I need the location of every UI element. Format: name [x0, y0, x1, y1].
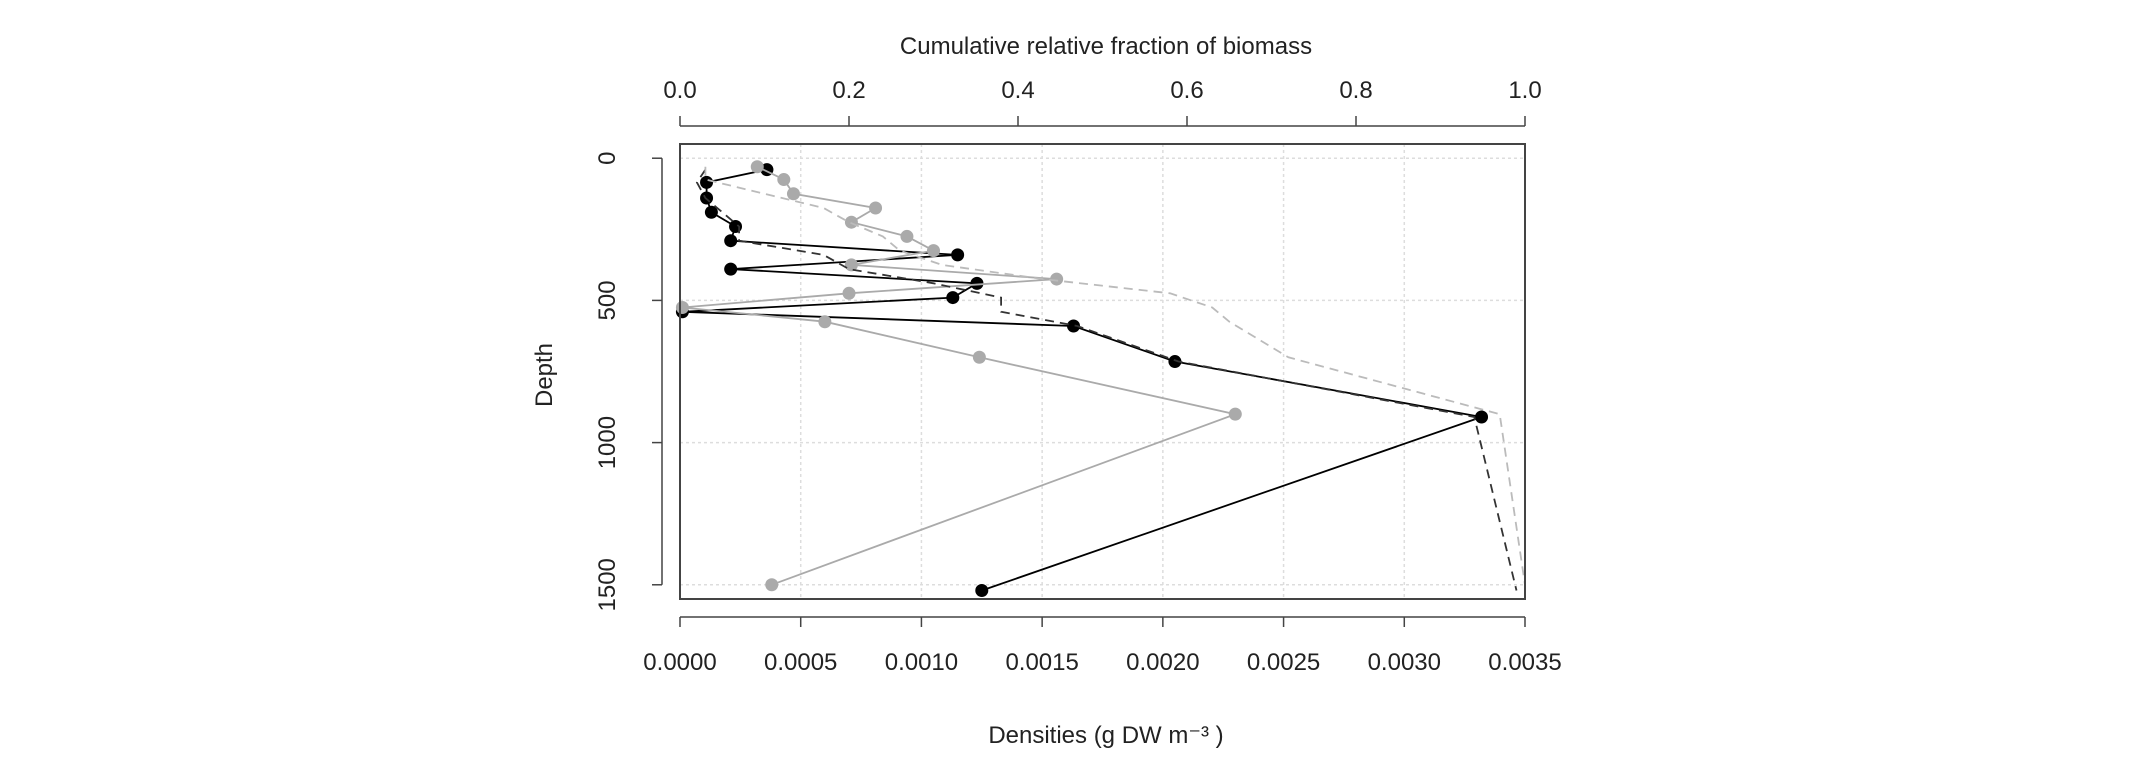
series-1-point [724, 262, 738, 276]
left-tick-label: 1500 [594, 558, 621, 611]
series-2-point [900, 229, 914, 243]
top-tick-label: 0.6 [1170, 77, 1203, 104]
y-axis-title: Depth [531, 343, 558, 407]
series-2-point [927, 244, 940, 258]
series-1-point [700, 175, 714, 189]
series-1-point [729, 219, 743, 233]
series-layer [675, 160, 1526, 597]
bottom-tick-label: 0.0015 [1005, 649, 1078, 676]
series-2-point [818, 315, 832, 329]
series-1-point [1475, 410, 1489, 424]
top-tick-label: 0.4 [1001, 77, 1034, 104]
series-2-point [1050, 272, 1064, 286]
series-1-point [946, 291, 960, 305]
series-1-point [975, 583, 989, 597]
series-2-point [765, 578, 779, 592]
bottom-tick-label: 0.0020 [1126, 649, 1199, 676]
series-2-point [972, 350, 986, 364]
bottom-tick-label: 0.0025 [1247, 649, 1320, 676]
top-tick-label: 1.0 [1508, 77, 1541, 104]
bottom-tick-label: 0.0005 [764, 649, 837, 676]
series-line-4 [704, 166, 1526, 585]
left-tick-label: 0 [594, 152, 621, 165]
x-axis-title: Densities (g DW m⁻³ ) [988, 722, 1223, 749]
series-2-point [786, 187, 800, 201]
left-tick-label: 500 [594, 280, 621, 320]
series-2-point [842, 286, 856, 300]
series-1-point [970, 276, 984, 290]
top-tick-label: 0.8 [1339, 77, 1372, 104]
series-1-point [704, 205, 718, 219]
series-2-point [675, 301, 689, 315]
series-1-point [1168, 355, 1182, 369]
series-1-point [724, 234, 738, 248]
top-tick-label: 0.2 [832, 77, 865, 104]
bottom-tick-label: 0.0030 [1368, 649, 1441, 676]
series-2-point [844, 215, 858, 229]
plot-frame [679, 143, 1526, 600]
bottom-tick-label: 0.0035 [1488, 649, 1561, 676]
series-2-point [869, 201, 883, 215]
bottom-tick-label: 0.0010 [885, 649, 958, 676]
bottom-tick-label: 0.0000 [643, 649, 716, 676]
series-2-point [777, 173, 791, 187]
top-axis-title: Cumulative relative fraction of biomass [900, 33, 1312, 60]
series-1-point [951, 248, 965, 262]
left-tick-label: 1000 [594, 416, 621, 469]
axes: 0.0000 0.0005 0.0010 0.0015 0.0020 0.0025 0.00… [594, 77, 1562, 676]
series-1-point [1067, 319, 1081, 333]
top-tick-label: 0.0 [663, 77, 696, 104]
series-2-point [1228, 407, 1242, 421]
series-2-point [844, 258, 858, 272]
series-2-point [750, 160, 764, 174]
